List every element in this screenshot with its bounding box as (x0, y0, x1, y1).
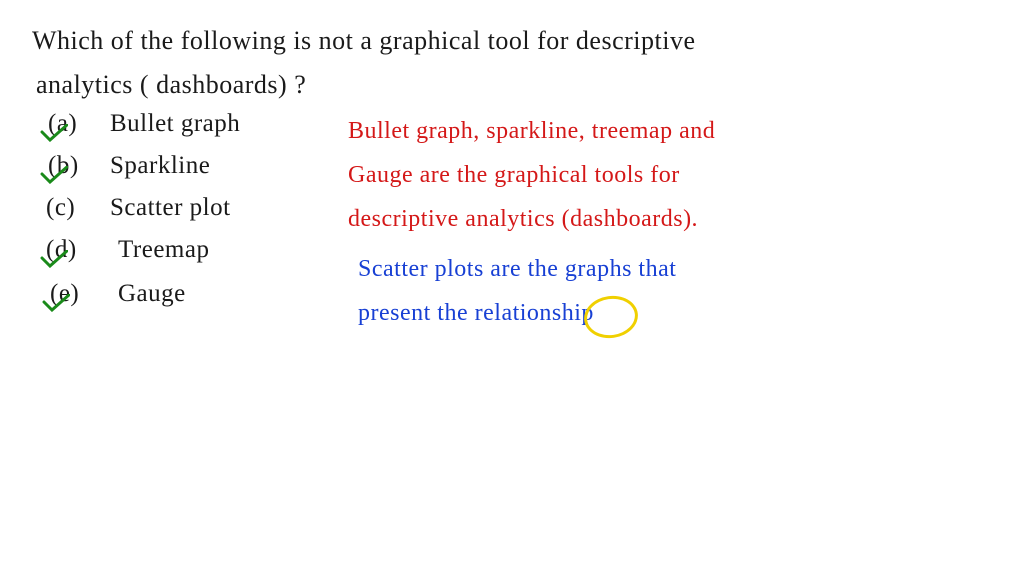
check-icon (40, 124, 68, 142)
question-line-2: analytics ( dashboards) ? (36, 70, 306, 100)
option-a-text: Bullet graph (110, 110, 240, 138)
option-b-text: Sparkline (110, 152, 210, 180)
question-line-1: Which of the following is not a graphica… (32, 26, 696, 56)
option-c-text: Scatter plot (110, 194, 231, 222)
explanation-red-line-1: Bullet graph, sparkline, treemap and (348, 118, 715, 145)
check-icon (40, 250, 68, 268)
explanation-blue-line-2: present the relationship (358, 300, 594, 327)
check-icon (42, 294, 70, 312)
option-d-text: Treemap (118, 236, 209, 264)
explanation-red-line-3: descriptive analytics (dashboards). (348, 206, 698, 233)
explanation-red-line-2: Gauge are the graphical tools for (348, 162, 680, 189)
option-c-label: (c) (46, 194, 75, 222)
check-icon (40, 166, 68, 184)
explanation-blue-line-1: Scatter plots are the graphs that (358, 256, 676, 283)
option-e-text: Gauge (118, 280, 186, 308)
